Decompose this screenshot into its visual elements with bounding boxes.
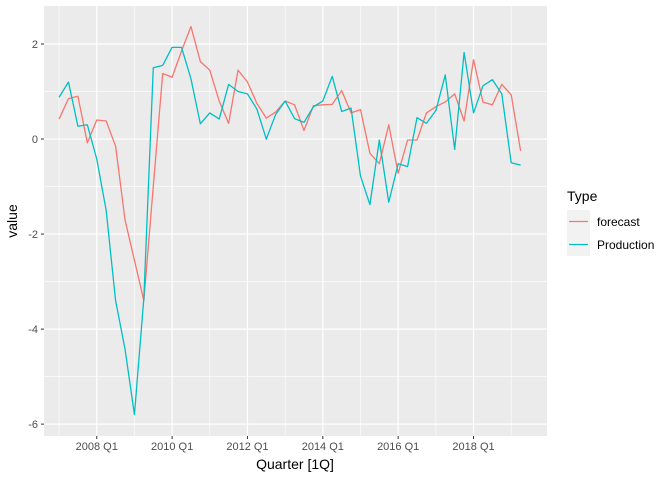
x-tick-label: 2010 Q1 [151, 441, 193, 453]
minor-gridlines [44, 6, 547, 436]
y-tick-label: -4 [28, 324, 38, 336]
series-line-forecast [58, 25, 522, 302]
legend: Type forecast Production [567, 188, 654, 256]
legend-title: Type [567, 188, 598, 204]
y-tick-label: 0 [32, 134, 38, 146]
y-axis-title: value [4, 204, 20, 238]
x-tick-label: 2018 Q1 [452, 441, 494, 453]
y-axis: -6 -4 -2 0 2 [28, 39, 44, 431]
x-axis: 2008 Q1 2010 Q1 2012 Q1 2014 Q1 2016 Q1 2018 … [76, 436, 495, 453]
x-tick-label: 2008 Q1 [76, 441, 118, 453]
x-tick-label: 2014 Q1 [302, 441, 344, 453]
series-lines [58, 25, 522, 416]
series-line-production [58, 46, 521, 416]
y-tick-label: -2 [28, 229, 38, 241]
y-tick-label: 2 [32, 39, 38, 51]
y-tick-label: -6 [28, 419, 38, 431]
x-tick-label: 2012 Q1 [226, 441, 268, 453]
x-tick-label: 2016 Q1 [377, 441, 419, 453]
x-axis-title: Quarter [1Q] [256, 456, 334, 472]
legend-label: Production [597, 238, 654, 252]
legend-label: forecast [597, 215, 640, 229]
